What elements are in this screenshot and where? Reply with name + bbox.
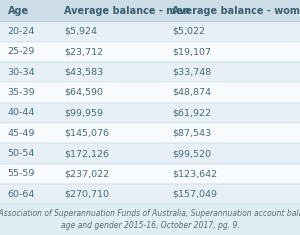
Text: 35-39: 35-39: [8, 88, 35, 97]
Text: $145,076: $145,076: [64, 129, 110, 138]
Text: 60-64: 60-64: [8, 190, 35, 199]
Text: Age: Age: [8, 6, 29, 16]
Text: $157,049: $157,049: [172, 190, 218, 199]
Bar: [0, 21, 300, 42]
Text: $237,022: $237,022: [64, 169, 110, 178]
Text: $87,543: $87,543: [172, 129, 212, 138]
Text: 50-54: 50-54: [8, 149, 35, 158]
Text: $99,520: $99,520: [172, 149, 212, 158]
Bar: [0, 0, 300, 21]
Text: $270,710: $270,710: [64, 190, 110, 199]
Text: 20-24: 20-24: [8, 27, 35, 36]
Text: $64,590: $64,590: [64, 88, 104, 97]
Text: $33,748: $33,748: [172, 68, 212, 77]
Text: 25-29: 25-29: [8, 47, 35, 56]
Bar: [0, 164, 300, 184]
Text: Source: Association of Superannuation Funds of Australia, Superannuation account: Source: Association of Superannuation Fu…: [0, 209, 300, 230]
Text: 55-59: 55-59: [8, 169, 35, 178]
Text: $5,924: $5,924: [64, 27, 98, 36]
Text: Average balance - men: Average balance - men: [64, 6, 190, 16]
Bar: [0, 42, 300, 62]
Text: 45-49: 45-49: [8, 129, 35, 138]
Text: Average balance - women: Average balance - women: [172, 6, 300, 16]
Text: 40-44: 40-44: [8, 108, 35, 117]
Text: $19,107: $19,107: [172, 47, 212, 56]
Bar: [0, 62, 300, 82]
Text: $5,022: $5,022: [172, 27, 206, 36]
Text: $123,642: $123,642: [172, 169, 218, 178]
Bar: [0, 184, 300, 204]
Text: $172,126: $172,126: [64, 149, 110, 158]
Text: $48,874: $48,874: [172, 88, 212, 97]
Bar: [0, 103, 300, 123]
Text: $43,583: $43,583: [64, 68, 104, 77]
Bar: [0, 123, 300, 143]
Text: $61,922: $61,922: [172, 108, 212, 117]
Text: $23,712: $23,712: [64, 47, 104, 56]
Bar: [0, 82, 300, 103]
Bar: [0, 143, 300, 164]
Text: 30-34: 30-34: [8, 68, 35, 77]
Text: $99,959: $99,959: [64, 108, 104, 117]
Bar: [0, 204, 300, 235]
